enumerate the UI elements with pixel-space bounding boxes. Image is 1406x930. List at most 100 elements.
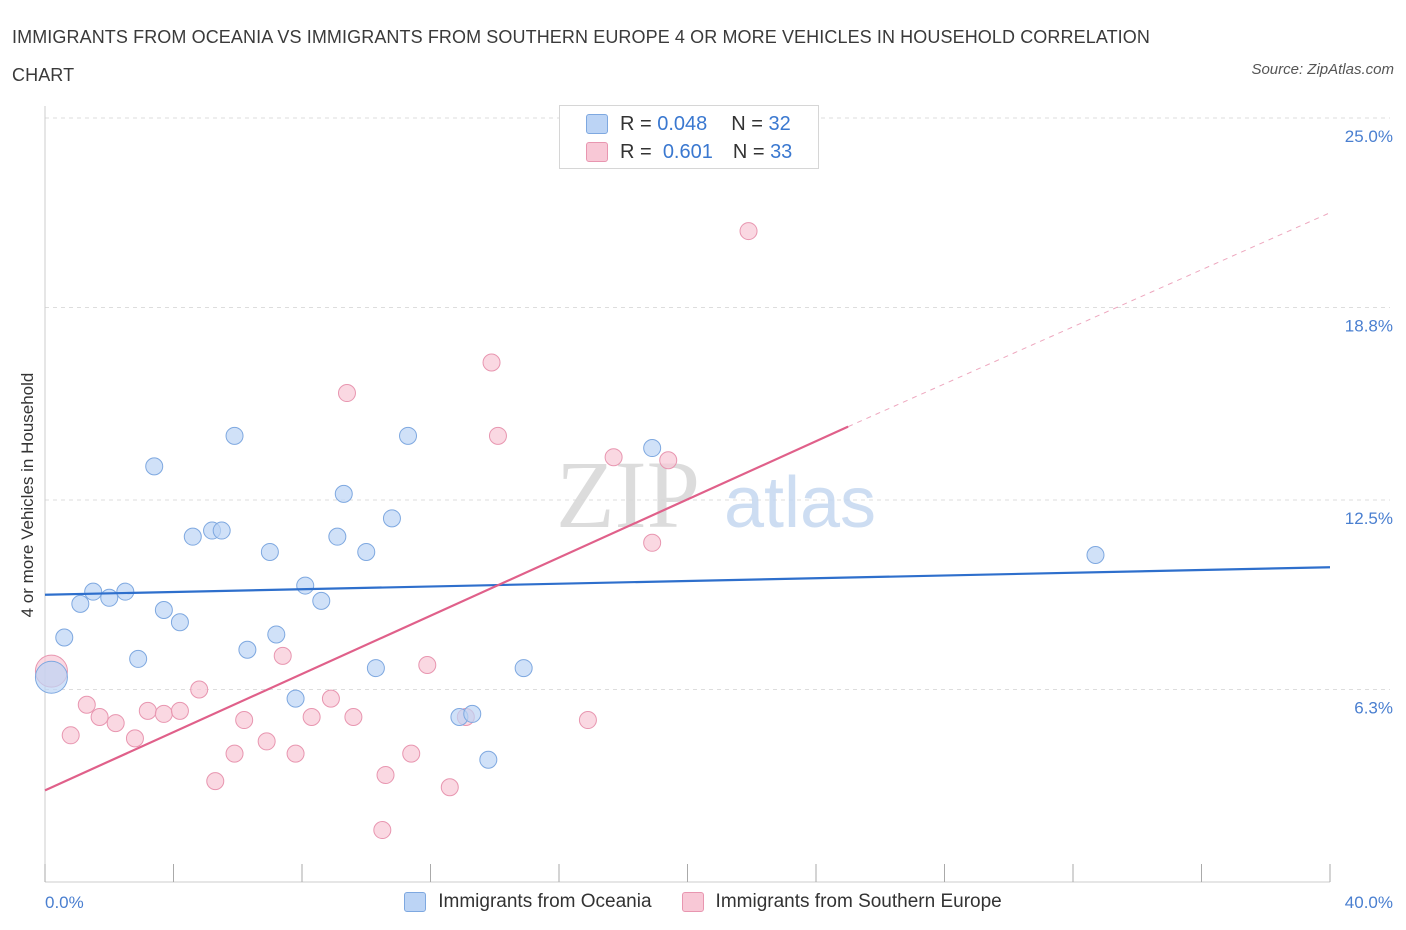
seurope-point xyxy=(373,821,392,840)
legend-item-seurope: Immigrants from Southern Europe xyxy=(681,891,1002,913)
seurope-point xyxy=(302,707,321,726)
oceania-point xyxy=(154,601,173,620)
watermark-atlas: atlas xyxy=(724,463,876,543)
legend-label-seurope: Immigrants from Southern Europe xyxy=(715,891,1002,912)
oceania-point xyxy=(267,625,286,644)
r-label: R = xyxy=(620,140,652,163)
oceania-legend-swatch xyxy=(404,892,427,912)
seurope-point xyxy=(273,646,292,665)
x-tick-label-max: 40.0% xyxy=(1345,893,1393,912)
oceania-point xyxy=(183,527,202,546)
seurope-point xyxy=(376,766,395,785)
oceania-point xyxy=(399,426,418,445)
seurope-point xyxy=(337,384,356,403)
y-axis-label: 4 or more Vehicles in Household xyxy=(18,373,37,618)
seurope-point xyxy=(578,711,597,730)
grid-lines xyxy=(45,117,1390,690)
oceania-point xyxy=(328,527,347,546)
oceania-point xyxy=(34,660,68,694)
oceania-point xyxy=(116,582,135,601)
seurope-point xyxy=(106,714,125,733)
seurope-point xyxy=(235,711,254,730)
seurope-swatch xyxy=(586,142,608,162)
r-label: R = xyxy=(620,112,652,135)
data-points xyxy=(34,222,1105,840)
oceania-point xyxy=(514,659,533,678)
seurope-point xyxy=(61,726,80,745)
oceania-point xyxy=(382,509,401,528)
stats-legend: R = 0.048 N = 32 R = 0.601 N = 33 xyxy=(559,105,819,169)
seurope-point xyxy=(90,707,109,726)
seurope-point xyxy=(138,701,157,720)
oceania-point xyxy=(286,689,305,708)
seurope-point xyxy=(402,744,421,763)
oceania-point xyxy=(357,542,376,561)
watermark: ZIP atlas xyxy=(556,441,876,548)
seurope-legend-swatch xyxy=(681,892,704,912)
oceania-point xyxy=(170,613,189,632)
oceania-point xyxy=(260,542,279,561)
y-tick-label: 18.8% xyxy=(1345,316,1393,335)
seurope-point xyxy=(321,689,340,708)
seurope-point xyxy=(225,744,244,763)
oceania-point xyxy=(312,591,331,610)
seurope-point xyxy=(344,707,363,726)
seurope-point xyxy=(440,778,459,797)
legend-label-oceania: Immigrants from Oceania xyxy=(438,891,652,912)
n-value: 33 xyxy=(770,140,793,163)
seurope-point xyxy=(482,353,501,372)
seurope-point xyxy=(643,533,662,552)
trend-line-oceania xyxy=(44,566,1331,596)
axes xyxy=(44,106,1331,883)
source-label: Source: ZipAtlas.com xyxy=(1251,61,1394,78)
trend-line-seurope xyxy=(44,425,849,792)
oceania-point xyxy=(463,704,482,723)
seurope-point xyxy=(206,772,225,791)
axis-ticks: 6.3% 12.5% 18.8% 25.0% xyxy=(1345,127,1393,717)
legend-item-oceania: Immigrants from Oceania xyxy=(404,891,652,913)
seurope-point xyxy=(154,704,173,723)
x-tick-label-min: 0.0% xyxy=(45,893,84,912)
oceania-point xyxy=(479,750,498,769)
oceania-point xyxy=(100,588,119,607)
trend-line-seurope-extension xyxy=(847,212,1331,428)
y-tick-label: 6.3% xyxy=(1354,698,1393,717)
seurope-point xyxy=(170,701,189,720)
oceania-point xyxy=(145,457,164,476)
r-value: 0.601 xyxy=(662,140,713,163)
r-value: 0.048 xyxy=(657,112,708,135)
oceania-point xyxy=(71,594,90,613)
seurope-point xyxy=(604,448,623,467)
oceania-point xyxy=(212,521,231,540)
watermark-zip: ZIP xyxy=(556,441,700,548)
oceania-point xyxy=(225,426,244,445)
oceania-point xyxy=(55,628,74,647)
oceania-point xyxy=(238,640,257,659)
n-label: N = xyxy=(731,112,763,135)
oceania-point xyxy=(334,484,353,503)
chart-title: IMMIGRANTS FROM OCEANIA VS IMMIGRANTS FR… xyxy=(12,27,1150,85)
seurope-point xyxy=(739,222,758,241)
seurope-point xyxy=(77,695,96,714)
seurope-point xyxy=(190,680,209,699)
legend-row-seurope: R = 0.601 N = 33 xyxy=(586,139,792,165)
seurope-point xyxy=(488,426,507,445)
seurope-point xyxy=(659,451,678,470)
n-label: N = xyxy=(732,140,765,163)
oceania-point xyxy=(129,649,148,668)
n-value: 32 xyxy=(768,112,791,135)
y-tick-label: 25.0% xyxy=(1345,127,1393,146)
seurope-point xyxy=(286,744,305,763)
series-legend: Immigrants from Oceania Immigrants from … xyxy=(0,887,1406,917)
seurope-point xyxy=(257,732,276,751)
y-tick-label: 12.5% xyxy=(1345,509,1393,528)
legend-row-oceania: R = 0.048 N = 32 xyxy=(586,111,791,137)
oceania-point xyxy=(366,659,385,678)
oceania-point xyxy=(296,576,315,595)
trend-lines xyxy=(44,212,1331,792)
oceania-point xyxy=(84,582,103,601)
oceania-point xyxy=(643,439,662,458)
seurope-point xyxy=(418,656,437,675)
oceania-swatch xyxy=(586,114,608,134)
